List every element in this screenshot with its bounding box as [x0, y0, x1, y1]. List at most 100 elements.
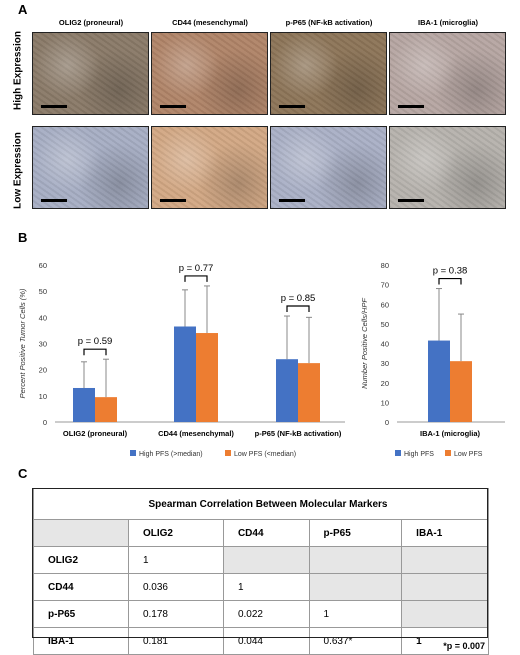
y-tick-label: 80 — [381, 261, 389, 270]
bar-low-pfs — [298, 363, 320, 422]
table-row: IBA-1 0.181 0.044 0.637* 1 — [33, 627, 489, 655]
row-label-high: High Expression — [12, 31, 24, 110]
y-tick-label: 20 — [381, 379, 389, 388]
table-row: p-P65 0.178 0.022 1 — [33, 600, 489, 628]
bar-low-pfs — [196, 333, 218, 422]
table-row: CD44 0.036 1 — [33, 573, 489, 601]
micrograph-cd44-high — [151, 32, 268, 115]
bar-high-pfs — [174, 326, 196, 422]
category-label: CD44 (mesenchymal) — [158, 429, 234, 438]
spearman-correlation-table: Spearman Correlation Between Molecular M… — [33, 488, 489, 655]
y-tick-label: 40 — [39, 313, 47, 322]
legend-label: Low PFS — [454, 451, 483, 458]
table-cell: 0.178 — [127, 600, 224, 628]
table-row-header-olig2: OLIG2 — [33, 546, 129, 574]
table-cell: 0.181 — [127, 627, 224, 655]
p-value-label: p = 0.77 — [179, 263, 214, 274]
table-cell: 1 — [308, 600, 403, 628]
table-header-cd44: CD44 — [222, 519, 310, 547]
significance-bracket — [83, 348, 107, 356]
table-cell: 0.637* — [308, 627, 403, 655]
table-cell: 0.044 — [222, 627, 310, 655]
micrograph-cd44-low — [151, 126, 268, 209]
significance-bracket — [438, 277, 462, 285]
y-tick-label: 20 — [39, 366, 47, 375]
category-label: IBA-1 (microglia) — [420, 429, 481, 438]
significance-bracket — [184, 275, 208, 282]
bar-high-pfs — [428, 340, 450, 422]
legend-swatch — [225, 450, 231, 456]
table-cell: 0.022 — [222, 600, 310, 628]
p-value-label: p = 0.59 — [78, 336, 113, 347]
legend-label: Low PFS (<median) — [234, 451, 296, 458]
scale-bar — [160, 199, 186, 202]
scale-bar — [41, 199, 67, 202]
y-tick-label: 30 — [381, 359, 389, 368]
table-cell-empty — [401, 546, 489, 574]
y-tick-label: 40 — [381, 340, 389, 349]
legend-swatch — [130, 450, 136, 456]
bar-low-pfs — [95, 397, 117, 422]
micrograph-iba1-low — [389, 126, 506, 209]
legend-swatch — [395, 450, 401, 456]
column-header-pp65: p-P65 (NF-kB activation) — [285, 18, 373, 27]
micrograph-pp65-low — [270, 126, 387, 209]
y-tick-label: 30 — [39, 340, 47, 349]
y-tick-label: 0 — [43, 418, 47, 427]
bar-chart-iba1: Number Positive Cells/HPF 0 10 20 30 40 50 60 70… — [360, 261, 505, 458]
table-cell: 1 — [401, 627, 489, 655]
table-footnote: *p = 0.007 — [443, 641, 485, 651]
table-cell: 1 — [222, 573, 310, 601]
column-header-olig2: OLIG2 (proneural) — [58, 18, 124, 27]
micrograph-iba1-high — [389, 32, 506, 115]
y-tick-label: 0 — [385, 418, 389, 427]
bar-high-pfs — [276, 359, 298, 422]
category-label: p-P65 (NF-kB activation) — [255, 429, 342, 438]
table-cell-empty — [308, 573, 403, 601]
significance-bracket — [286, 305, 310, 313]
y-tick-label: 60 — [381, 300, 389, 309]
p-value-label: p = 0.85 — [281, 293, 316, 304]
table-corner-cell — [33, 519, 129, 547]
panel-a-letter: A — [18, 2, 28, 17]
scale-bar — [160, 105, 186, 108]
category-label: OLIG2 (proneural) — [63, 429, 128, 438]
micrograph-olig2-high — [32, 32, 149, 115]
y-tick-label: 60 — [39, 261, 47, 270]
table-cell: 0.036 — [127, 573, 224, 601]
legend-label: High PFS — [404, 451, 434, 458]
legend-label: High PFS (>median) — [139, 451, 203, 458]
y-tick-label: 70 — [381, 281, 389, 290]
bar-low-pfs — [450, 361, 472, 422]
micrograph-olig2-low — [32, 126, 149, 209]
column-header-iba1: IBA-1 (microglia) — [417, 18, 478, 27]
y-tick-label: 50 — [39, 287, 47, 296]
scale-bar — [41, 105, 67, 108]
y-axis-label: Number Positive Cells/HPF — [360, 298, 369, 389]
table-header-pp65: p-P65 — [308, 519, 403, 547]
table-title: Spearman Correlation Between Molecular M… — [33, 488, 489, 520]
table-header-olig2: OLIG2 — [127, 519, 224, 547]
scale-bar — [279, 199, 305, 202]
y-axis-label: Percent Positive Tumor Cells (%) — [18, 288, 27, 398]
table-header-iba1: IBA-1 — [401, 519, 489, 547]
table-row: OLIG2 1 — [33, 546, 489, 574]
table-cell-empty — [401, 600, 489, 628]
panel-b-letter: B — [18, 230, 28, 245]
column-header-cd44: CD44 (mesenchymal) — [172, 18, 248, 27]
table-cell-empty — [222, 546, 310, 574]
y-tick-label: 50 — [381, 320, 389, 329]
table-cell-empty — [308, 546, 403, 574]
scale-bar — [279, 105, 305, 108]
table-row-header-cd44: CD44 — [33, 573, 129, 601]
legend-swatch — [445, 450, 451, 456]
table-header-row: OLIG2 CD44 p-P65 IBA-1 — [33, 519, 489, 547]
panel-c-letter: C — [18, 466, 28, 481]
table-cell: 1 — [127, 546, 224, 574]
row-label-low: Low Expression — [12, 132, 24, 209]
y-tick-label: 10 — [39, 392, 47, 401]
micrograph-pp65-high — [270, 32, 387, 115]
table-cell-empty — [401, 573, 489, 601]
scale-bar — [398, 199, 424, 202]
bar-high-pfs — [73, 387, 95, 422]
